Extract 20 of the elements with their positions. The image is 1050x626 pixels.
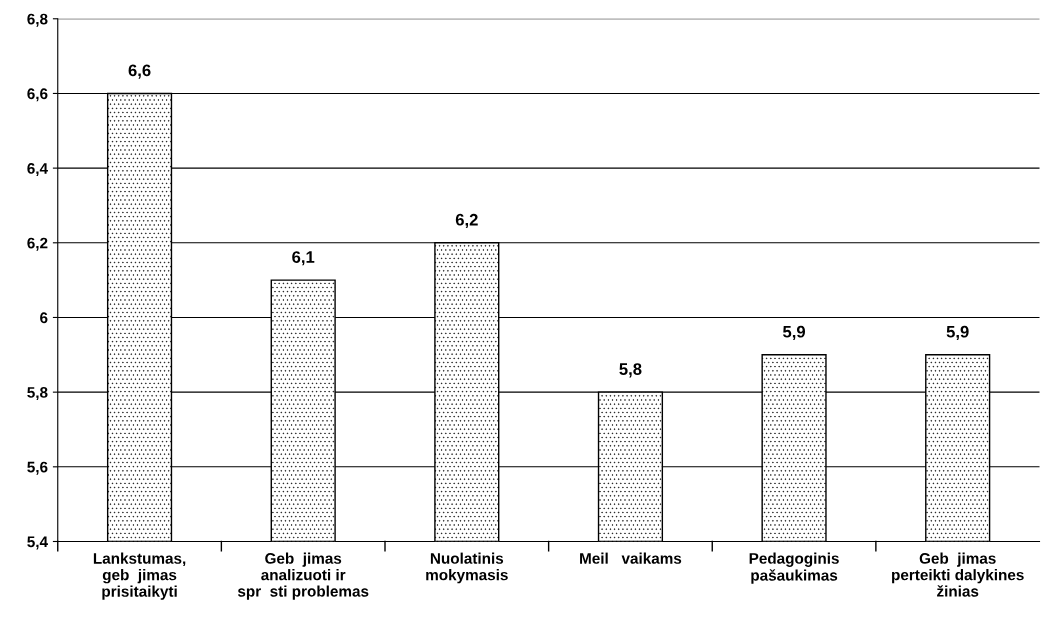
y-tick-label: 6,6 — [27, 88, 48, 102]
y-tick-label: 5,8 — [27, 387, 48, 401]
data-label: 5,9 — [782, 325, 806, 341]
y-tick-label: 6 — [40, 312, 48, 324]
x-tick-label: Nuolatinis mokymasis — [426, 552, 508, 584]
x-tick-label: Geb jimas perteikti dalykines žinias — [892, 552, 1024, 597]
x-tick-label: Meil vaikams — [580, 552, 682, 564]
y-tick-label: 6,4 — [27, 162, 48, 177]
x-tick-label: Lankstumas, geb jimas prisitaikyti — [93, 552, 186, 600]
data-label: 6,6 — [128, 64, 151, 79]
y-tick-label: 6,2 — [27, 237, 48, 251]
data-label: 5,9 — [946, 325, 969, 341]
y-tick-label: 5,6 — [27, 461, 48, 475]
x-tick-label: Geb jimas analizuoti ir spr sti problemas — [237, 552, 369, 600]
data-label: 5,8 — [619, 363, 642, 378]
y-tick-label: 5,4 — [27, 536, 48, 550]
data-label: 6,2 — [455, 213, 478, 229]
x-tick-label: Pedagoginis pašaukimas — [749, 552, 839, 584]
y-tick-label: 6,8 — [27, 13, 48, 27]
data-label: 6,1 — [292, 251, 315, 266]
